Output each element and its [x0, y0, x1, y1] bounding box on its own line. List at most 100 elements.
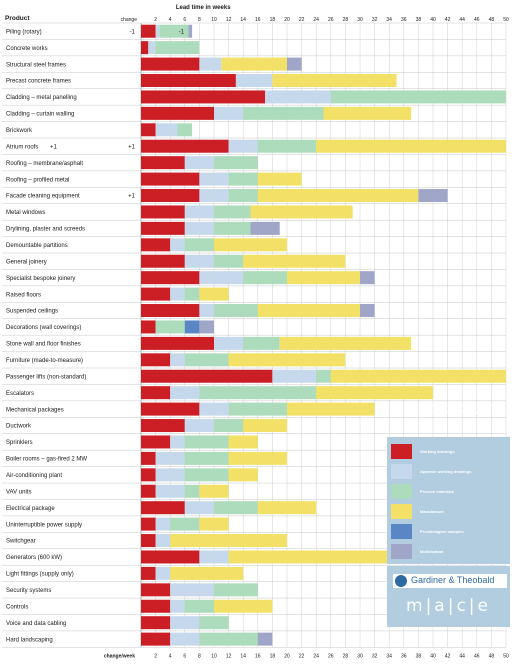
bar-segment: [141, 386, 171, 400]
x-tick-top: 26: [328, 17, 334, 23]
product-label: Atrium roofs: [6, 144, 38, 150]
bar-segment: [184, 501, 214, 515]
bar-segment: [250, 221, 280, 235]
x-tick-top: 42: [445, 17, 451, 23]
bar-segment: [141, 304, 200, 318]
bar-segment: [141, 369, 273, 383]
legend-item: Procure materials: [391, 484, 509, 500]
bar-segment: [257, 501, 317, 515]
bar-segment: [228, 435, 258, 449]
bar-segment: [141, 599, 171, 613]
bar-segment: [141, 172, 200, 186]
bar-segment: [141, 254, 185, 268]
product-label: Suspended ceilings: [6, 309, 58, 315]
bar-segment: [199, 304, 214, 318]
product-label: Specialist bespoke joinery: [6, 276, 75, 282]
bar-segment: [170, 583, 214, 597]
bar-segment: [184, 599, 214, 613]
product-label: Voice and data cabling: [6, 621, 66, 627]
bar-segment: [214, 254, 244, 268]
in-bar-label: +1: [50, 144, 58, 150]
bar-segment: [214, 106, 244, 120]
x-tick-bottom: 12: [226, 653, 232, 659]
product-label: Mechanical packages: [6, 407, 64, 413]
bar-segment: [360, 271, 375, 285]
legend-swatch: [391, 484, 412, 499]
bar-segment: [257, 632, 273, 646]
product-label: Air-conditioning plant: [6, 473, 62, 479]
bar-segment: [141, 74, 236, 88]
product-label: Piling (rotary): [6, 29, 42, 35]
product-label: Ductwork: [6, 424, 32, 430]
bar-segment: [184, 287, 200, 301]
bar-segment: [155, 451, 185, 465]
bar-segment: [199, 632, 258, 646]
legend-item: Working drawings: [391, 444, 509, 460]
product-label: Hard landscaping: [6, 637, 53, 643]
bar-segment: [155, 566, 171, 580]
bar-segment: [141, 550, 200, 564]
product-label: VAV units: [6, 489, 31, 495]
change-value: -1: [130, 29, 136, 35]
globe-icon: [395, 575, 407, 587]
bar-segment: [221, 57, 287, 71]
x-tick-top: 4: [169, 17, 172, 23]
bar-segment: [141, 616, 171, 630]
bar-segment: [184, 435, 229, 449]
x-tick-bottom: 14: [240, 653, 246, 659]
bar-segment: [214, 336, 244, 350]
product-label: Drylining, plaster and screeds: [6, 227, 85, 233]
bar-segment: [155, 320, 185, 334]
bar-segment: [228, 353, 346, 367]
product-label: Light fittings (supply only): [6, 572, 74, 578]
x-tick-top: 38: [416, 17, 422, 23]
product-label: Roofing – profiled metal: [6, 177, 69, 183]
bar-segment: [188, 24, 193, 38]
product-label: Furniture (made-to-measure): [6, 358, 83, 364]
product-label: Cladding – metal panelling: [6, 95, 77, 101]
legend-swatch: [391, 504, 412, 519]
bar-segment: [360, 304, 375, 318]
bar-segment: [228, 189, 258, 203]
x-tick-top: 18: [270, 17, 276, 23]
bar-segment: [316, 139, 506, 153]
legend-label: Provide/agree samples: [420, 529, 464, 534]
bar-segment: [199, 386, 317, 400]
bar-segment: [184, 320, 200, 334]
x-tick-bottom: 28: [343, 653, 349, 659]
bar-segment: [177, 123, 193, 137]
product-label: Uninterruptible power supply: [6, 522, 82, 528]
x-tick-top: 24: [313, 17, 319, 23]
bar-segment: [243, 336, 280, 350]
bar-segment: [141, 221, 185, 235]
bar-segment: [199, 320, 214, 334]
bar-segment: [141, 189, 200, 203]
x-tick-top: 2: [154, 17, 157, 23]
x-tick-top: 14: [240, 17, 246, 23]
product-label: Controls: [6, 604, 28, 610]
bar-segment: [214, 419, 244, 433]
x-tick-top: 16: [255, 17, 261, 23]
bar-segment: [235, 74, 273, 88]
legend-item: Mobilisation: [391, 544, 509, 560]
product-label: Raised floors: [6, 292, 41, 298]
bar-segment: [214, 599, 273, 613]
bar-segment: [257, 304, 360, 318]
bar-segment: [257, 172, 302, 186]
x-tick-bottom: 34: [386, 653, 392, 659]
bar-segment: [155, 41, 200, 55]
bar-segment: [170, 238, 185, 252]
bar-segment: [141, 156, 185, 170]
bar-segment: [141, 271, 200, 285]
bar-segment: [199, 550, 229, 564]
bar-segment: [155, 534, 171, 548]
x-tick-bottom: 46: [474, 653, 480, 659]
bar-segment: [316, 386, 433, 400]
product-label: Metal windows: [6, 210, 45, 216]
bar-segment: [155, 123, 178, 137]
x-tick-top: 8: [198, 17, 201, 23]
x-tick-bottom: 50: [503, 653, 509, 659]
bar-segment: [141, 336, 214, 350]
bar-segment: [170, 632, 200, 646]
gardiner-theobald-text: Gardiner & Theobald: [411, 575, 495, 585]
